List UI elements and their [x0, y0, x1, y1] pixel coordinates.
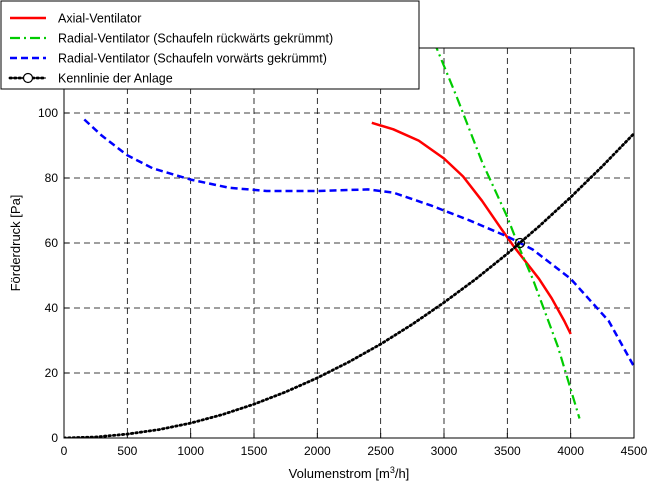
x-tick-label: 1000	[177, 444, 204, 458]
legend: Axial-Ventilator Radial-Ventilator (Schau…	[0, 0, 420, 90]
x-axis-label: Volumenstrom [m3/h]	[289, 465, 410, 481]
legend-label-4: Kennlinie der Anlage	[58, 72, 173, 86]
legend-label-3: Radial-Ventilator (Schaufeln vorwärts ge…	[58, 52, 327, 66]
x-tick-label: 500	[117, 444, 137, 458]
legend-marker-icon	[22, 72, 34, 84]
legend-label-1: Axial-Ventilator	[58, 12, 141, 26]
x-tick-label: 1500	[241, 444, 268, 458]
legend-label-2: Radial-Ventilator (Schaufeln rückwärts g…	[58, 32, 333, 46]
y-tick-label: 100	[38, 106, 58, 120]
operating-point-marker	[514, 237, 526, 249]
y-tick-label: 80	[45, 171, 59, 185]
operating-point-layer	[514, 237, 526, 249]
series-group	[64, 48, 634, 438]
tick-labels: 0 500 1000 1500 2000 2500 3000 3500 4000 4500 0 20 4…	[38, 106, 648, 458]
y-axis-label: Förderdruck [Pa]	[8, 195, 23, 292]
y-tick-label: 0	[51, 431, 58, 445]
x-tick-label: 0	[61, 444, 68, 458]
series-line-4	[64, 132, 634, 438]
x-tick-label: 3500	[494, 444, 521, 458]
x-tick-label: 4000	[557, 444, 584, 458]
series-line-2	[435, 48, 581, 419]
x-tick-label: 3000	[431, 444, 458, 458]
y-tick-label: 20	[45, 366, 59, 380]
y-tick-label: 60	[45, 236, 59, 250]
legend-box	[0, 0, 420, 90]
x-tick-label: 4500	[621, 444, 648, 458]
x-tick-label: 2500	[367, 444, 394, 458]
y-tick-label: 40	[45, 301, 59, 315]
series-line-1	[371, 121, 572, 335]
x-tick-label: 2000	[304, 444, 331, 458]
series-line-3	[83, 118, 634, 368]
